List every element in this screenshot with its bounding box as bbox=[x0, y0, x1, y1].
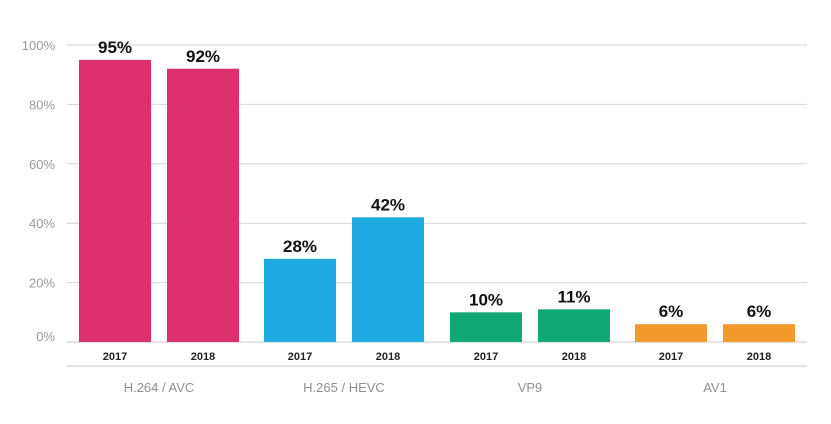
y-tick-label: 80% bbox=[29, 97, 55, 112]
y-tick-label: 100% bbox=[22, 38, 56, 53]
category-label: H.265 / HEVC bbox=[303, 380, 385, 395]
year-tick-label: 2018 bbox=[747, 351, 771, 363]
bar bbox=[167, 68, 239, 342]
data-label: 28% bbox=[283, 237, 317, 256]
bar bbox=[538, 309, 610, 342]
data-label: 95% bbox=[98, 38, 132, 57]
data-label: 6% bbox=[659, 302, 684, 321]
bar bbox=[79, 59, 151, 342]
y-tick-label: 20% bbox=[29, 276, 55, 291]
bar bbox=[264, 258, 336, 342]
bar bbox=[723, 324, 795, 342]
year-tick-label: 2017 bbox=[103, 351, 127, 363]
year-tick-label: 2018 bbox=[376, 351, 400, 363]
data-label: 92% bbox=[186, 47, 220, 66]
data-label: 10% bbox=[469, 290, 503, 309]
category-label: H.264 / AVC bbox=[124, 380, 195, 395]
data-label: 11% bbox=[557, 287, 590, 306]
year-tick-label: 2017 bbox=[288, 351, 312, 363]
y-tick-label: 40% bbox=[29, 216, 55, 231]
y-tick-label: 0% bbox=[36, 329, 55, 344]
year-tick-label: 2018 bbox=[191, 351, 215, 363]
year-tick-label: 2017 bbox=[474, 351, 498, 363]
category-label: AV1 bbox=[703, 380, 727, 395]
data-label: 6% bbox=[747, 302, 772, 321]
bar bbox=[352, 217, 424, 342]
bar bbox=[450, 312, 522, 342]
category-label: VP9 bbox=[518, 380, 543, 395]
data-label: 42% bbox=[371, 195, 405, 214]
y-tick-label: 60% bbox=[29, 157, 55, 172]
bar bbox=[635, 324, 707, 342]
year-tick-label: 2018 bbox=[562, 351, 586, 363]
year-tick-label: 2017 bbox=[659, 351, 683, 363]
